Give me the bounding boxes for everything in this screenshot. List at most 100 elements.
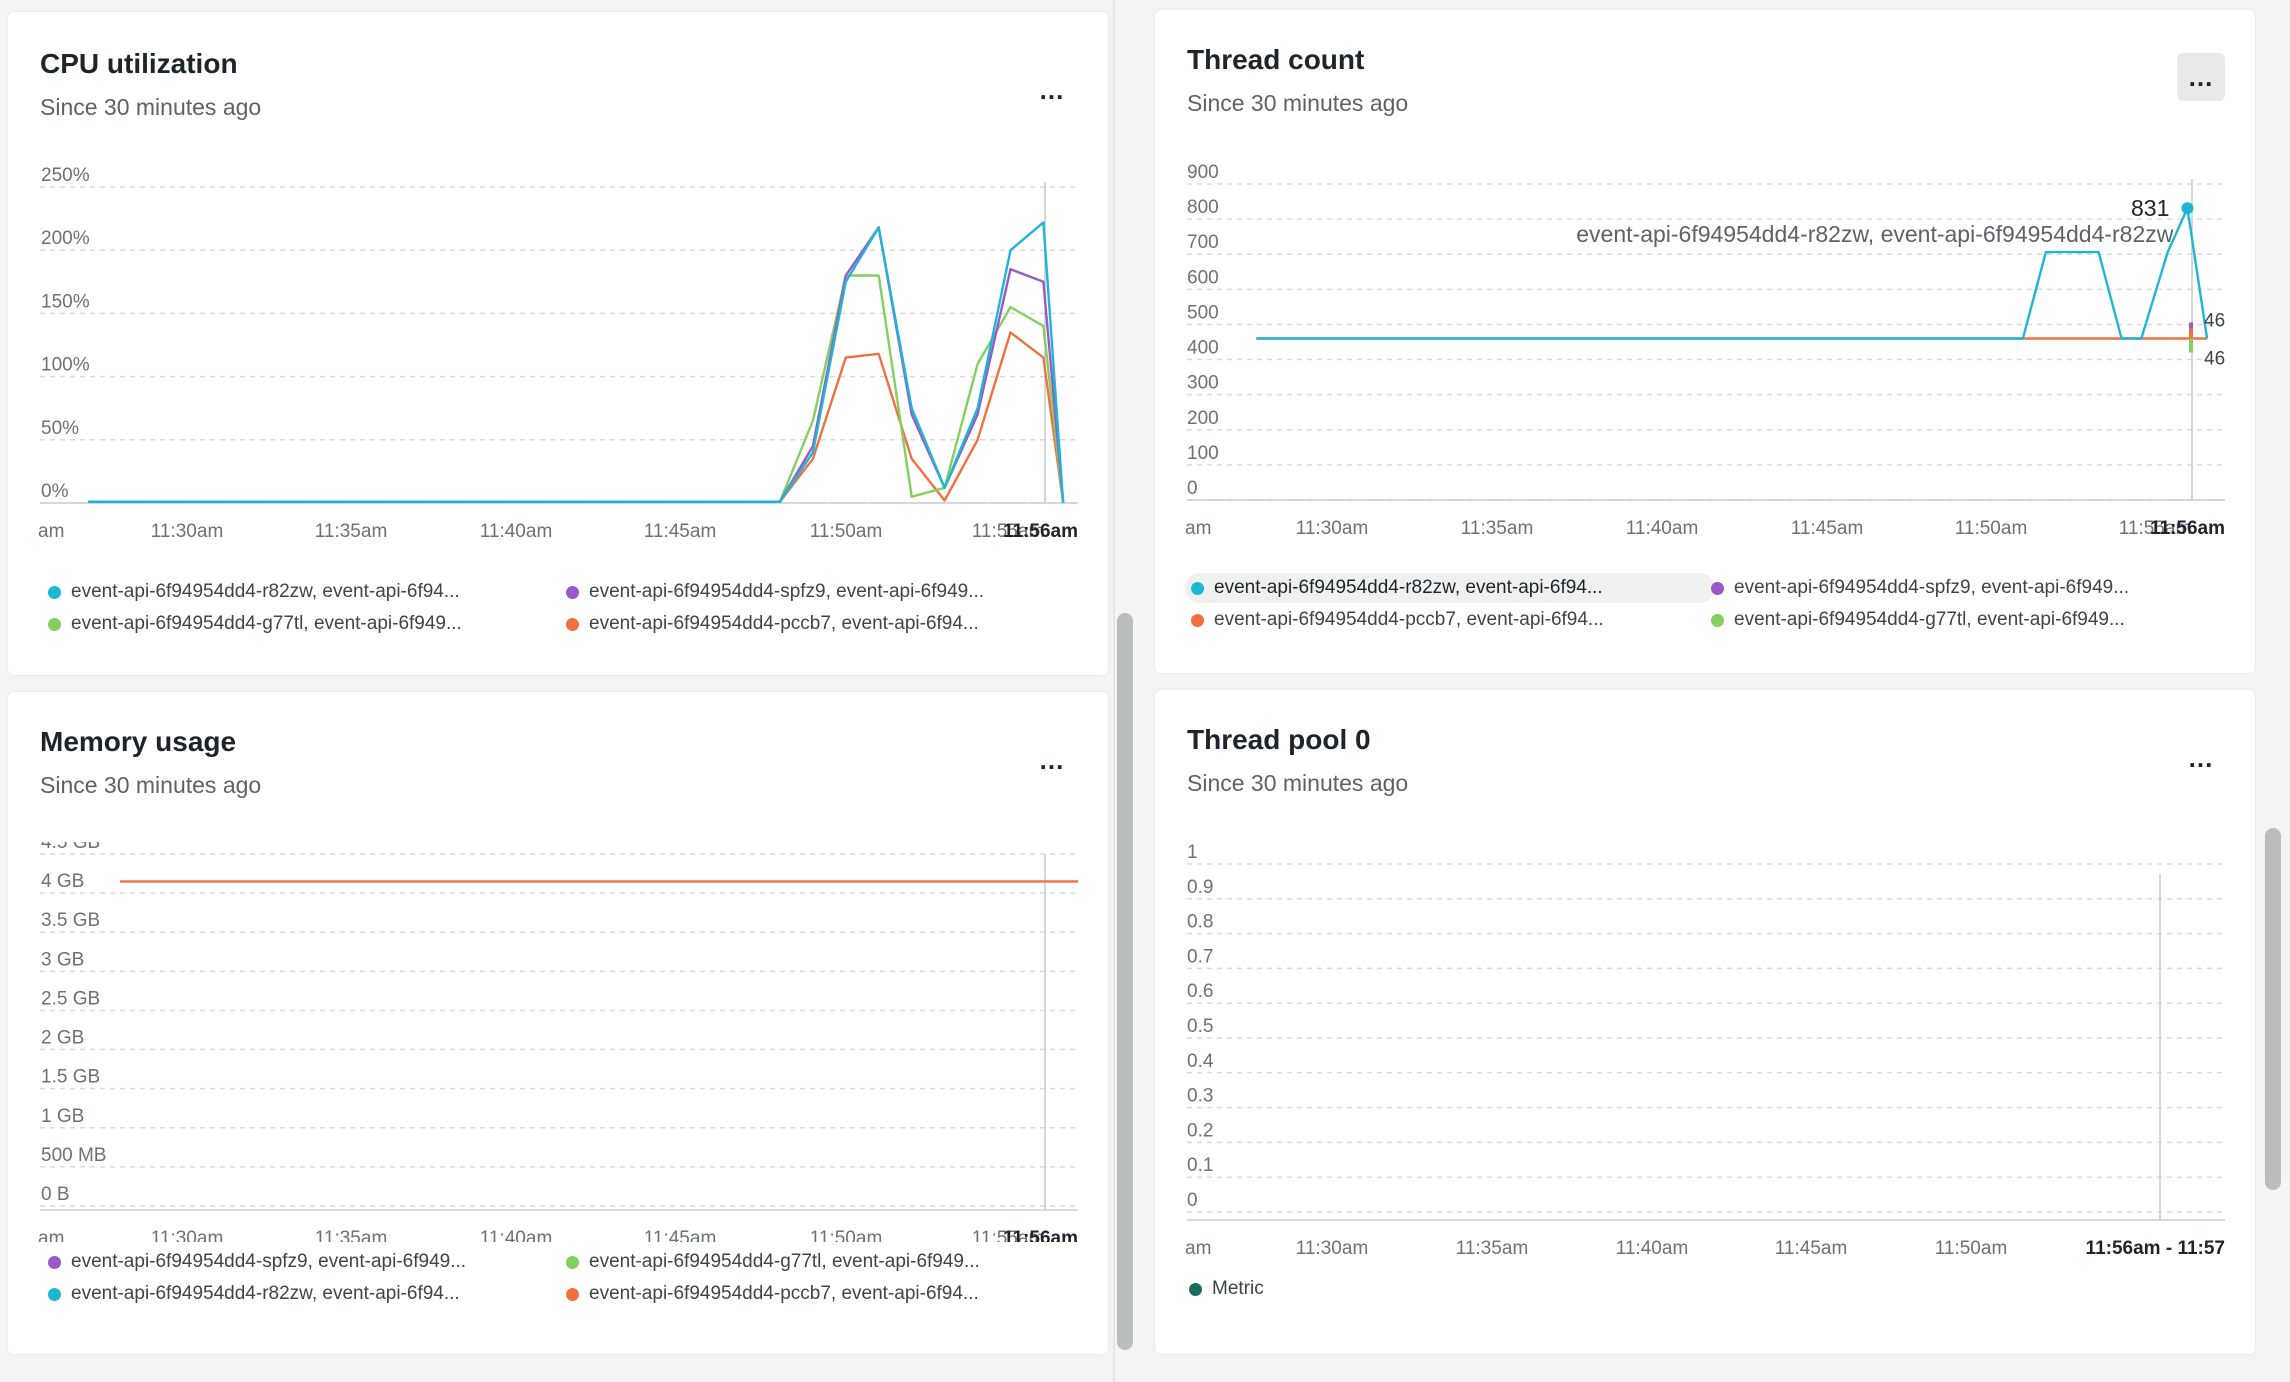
legend-label: event-api-6f94954dd4-r82zw, event-api-6f… [71,581,460,602]
left-scrollbar-thumb[interactable] [1117,613,1133,1350]
legend-item[interactable]: event-api-6f94954dd4-pccb7, event-api-6f… [560,609,1080,639]
y-tick-label: 300 [1187,373,1219,394]
x-tick-label: 11:30am [1296,1238,1369,1259]
memory-usage-chart[interactable]: 0 B 500 MB 1 GB 1.5 GB 2 GB 2.5 GB 3 GB 3.5 GB 4… [8,842,1108,1242]
x-tick-label: 11:35am [1461,518,1534,539]
legend-color-dot [48,1255,61,1269]
card-title: Thread pool 0 [1187,724,1371,755]
legend-label: event-api-6f94954dd4-r82zw, event-api-6f… [1214,577,1603,598]
y-tick-label: 100% [41,355,90,376]
x-tick-label: 11:45am [644,1228,717,1242]
legend-item[interactable]: event-api-6f94954dd4-spfz9, event-api-6f… [1705,573,2225,603]
y-tick-label: 800 [1187,197,1219,218]
legend-item[interactable]: event-api-6f94954dd4-r82zw, event-api-6f… [42,1279,542,1309]
x-tick-label: 11:56am [2150,518,2225,539]
series-line[interactable] [88,274,1065,504]
x-tick-label: 11:56am [1003,521,1078,542]
card-subtitle: Since 30 minutes ago [1187,770,1409,796]
y-tick-label: 4 GB [41,871,84,892]
legend-color-dot [48,585,61,599]
y-tick-label: 0.9 [1187,877,1213,898]
legend-item[interactable]: event-api-6f94954dd4-pccb7, event-api-6f… [560,1279,1080,1309]
legend-item[interactable]: event-api-6f94954dd4-g77tl, event-api-6f… [560,1247,1080,1277]
x-tick-label: 11:40am [1626,518,1699,539]
edge-value-label: 46 [2204,310,2225,331]
card-subtitle: Since 30 minutes ago [40,772,262,798]
y-tick-label: 2.5 GB [41,988,100,1009]
x-tick-label: 11:35am [1456,1238,1529,1259]
cpu-utilization-chart[interactable]: 0% 50% 100% 150% 200% 250% am 11:30am 11:35am 11:… [8,162,1108,562]
legend-color-dot [1711,581,1724,595]
card-menu-button[interactable]: ... [2188,742,2214,773]
legend-color-dot [566,1255,579,1269]
y-tick-label: 900 [1187,162,1219,183]
x-tick-label: 11:40am [1616,1238,1689,1259]
x-tick-label: 11:55am [2119,518,2192,539]
legend-item[interactable]: event-api-6f94954dd4-r82zw, event-api-6f… [42,577,542,607]
y-tick-label: 250% [41,165,90,186]
y-tick-label: 1 [1187,842,1198,863]
legend-color-dot [1189,1282,1202,1296]
edge-value-label: 46 [2204,348,2225,369]
series-line[interactable] [1256,207,2209,340]
x-tick-label: 11:35am [315,521,388,542]
card-subtitle: Since 30 minutes ago [1187,90,1409,116]
card-subtitle: Since 30 minutes ago [40,94,262,120]
legend-item[interactable]: event-api-6f94954dd4-g77tl, event-api-6f… [42,609,542,639]
legend-item[interactable]: event-api-6f94954dd4-pccb7, event-api-6f… [1185,605,1715,635]
x-tick-label: 11:30am [151,1228,224,1242]
x-tick-label: 11:45am [644,521,717,542]
series-line[interactable] [88,226,1065,504]
card-menu-button[interactable]: ... [1039,74,1065,105]
right-scrollbar-thumb[interactable] [2265,828,2281,1190]
legend-item[interactable]: event-api-6f94954dd4-spfz9, event-api-6f… [560,577,1080,607]
legend-label: event-api-6f94954dd4-spfz9, event-api-6f… [589,581,985,602]
x-tick-label: 11:56am - 11:57 [2086,1238,2225,1259]
x-tick-label: am [1185,518,1211,539]
thread-pool-chart[interactable]: 0 0.1 0.2 0.3 0.4 0.5 0.6 0.7 0.8 0.9 1 am 11:30am 11… [1155,840,2255,1270]
x-tick-label: am [1185,1238,1211,1259]
edge-marker [2189,328,2193,339]
y-tick-label: 2 GB [41,1028,84,1049]
series-line[interactable] [88,221,1065,504]
y-tick-label: 0.8 [1187,912,1213,933]
y-tick-label: 400 [1187,338,1219,359]
x-tick-label: 11:45am [1775,1238,1848,1259]
cpu-utilization-card: CPU utilization Since 30 minutes ago ...… [8,12,1108,675]
legend-color-dot [1711,613,1724,627]
x-tick-label: 11:55am [972,1228,1045,1242]
y-tick-label: 3 GB [41,949,84,970]
thread-count-chart[interactable]: 0 100 200 300 400 500 600 700 800 900 am 11:30am 11:… [1155,160,2255,560]
card-title: Memory usage [40,726,237,757]
y-tick-label: 0 B [41,1184,70,1205]
x-tick-label: am [38,1228,64,1242]
legend-item[interactable]: event-api-6f94954dd4-r82zw, event-api-6f… [1185,573,1715,603]
x-tick-label: 11:56am [1003,1228,1078,1242]
legend-item[interactable]: Metric [1183,1274,1383,1304]
x-tick-label: 11:50am [810,1228,883,1242]
legend-label: event-api-6f94954dd4-g77tl, event-api-6f… [589,1251,980,1272]
legend-label: Metric [1212,1278,1264,1299]
legend-label: event-api-6f94954dd4-r82zw, event-api-6f… [71,1283,460,1304]
legend-item[interactable]: event-api-6f94954dd4-g77tl, event-api-6f… [1705,605,2225,635]
x-tick-label: 11:40am [480,521,553,542]
x-tick-label: 11:45am [1791,518,1864,539]
x-tick-label: 11:30am [1296,518,1369,539]
x-tick-label: 11:35am [315,1228,388,1242]
legend-label: event-api-6f94954dd4-pccb7, event-api-6f… [589,1283,979,1304]
legend-color-dot [566,1287,579,1301]
memory-usage-card: Memory usage Since 30 minutes ago ... 0 … [8,692,1108,1354]
y-tick-label: 0.3 [1187,1086,1213,1107]
legend-label: event-api-6f94954dd4-g77tl, event-api-6f… [71,613,462,634]
legend-color-dot [1191,581,1204,595]
thread-pool-card: Thread pool 0 Since 30 minutes ago ... 0… [1155,690,2255,1354]
series-line[interactable] [88,331,1065,504]
card-title: Thread count [1187,44,1365,75]
legend-label: event-api-6f94954dd4-spfz9, event-api-6f… [71,1251,467,1272]
y-tick-label: 0.7 [1187,946,1213,967]
card-menu-button[interactable]: ... [2177,53,2225,101]
card-menu-button[interactable]: ... [1039,744,1065,775]
legend-item[interactable]: event-api-6f94954dd4-spfz9, event-api-6f… [42,1247,542,1277]
column-divider [1113,0,1115,1382]
legend-color-dot [1191,613,1204,627]
